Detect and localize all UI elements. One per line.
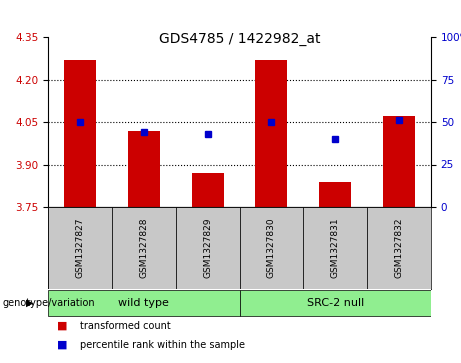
Bar	[240, 290, 431, 315]
Bar	[64, 60, 96, 207]
Text: ■: ■	[57, 340, 68, 350]
Bar	[255, 60, 287, 207]
Text: GDS4785 / 1422982_at: GDS4785 / 1422982_at	[159, 32, 320, 46]
Text: GSM1327830: GSM1327830	[267, 218, 276, 278]
Text: SRC-2 null: SRC-2 null	[307, 298, 364, 308]
Bar	[367, 207, 431, 289]
Bar	[319, 182, 351, 207]
Text: transformed count: transformed count	[80, 321, 171, 331]
Text: ▶: ▶	[26, 298, 33, 308]
Text: GSM1327831: GSM1327831	[331, 218, 340, 278]
Bar	[192, 173, 224, 207]
Text: ■: ■	[57, 321, 68, 331]
Bar	[303, 207, 367, 289]
Bar	[48, 207, 112, 289]
Text: wild type: wild type	[118, 298, 169, 308]
Text: percentile rank within the sample: percentile rank within the sample	[80, 340, 245, 350]
Bar	[383, 116, 415, 207]
Bar	[176, 207, 240, 289]
Text: GSM1327827: GSM1327827	[76, 218, 84, 278]
Text: GSM1327828: GSM1327828	[139, 218, 148, 278]
Text: GSM1327832: GSM1327832	[395, 218, 403, 278]
Bar	[240, 207, 303, 289]
Bar	[128, 131, 160, 207]
Bar	[48, 290, 240, 315]
Text: GSM1327829: GSM1327829	[203, 218, 212, 278]
Bar	[112, 207, 176, 289]
Text: genotype/variation: genotype/variation	[2, 298, 95, 308]
